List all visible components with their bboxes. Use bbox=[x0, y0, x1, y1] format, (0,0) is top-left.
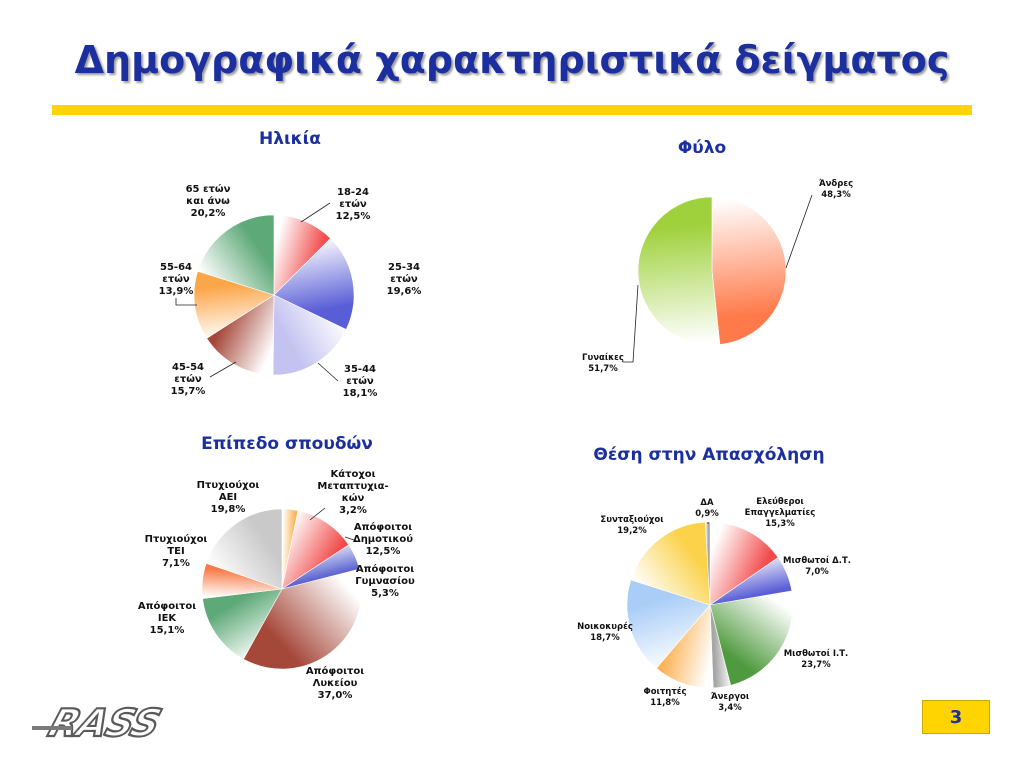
education-slice-label-2: Απόφοιτοι Γυμνασίου 5,3% bbox=[355, 563, 415, 599]
education-pie-chart: Επίπεδο σπουδών Κάτοχοι Μεταπτυχια-κών 3,2%… bbox=[138, 434, 415, 701]
gender-slice-label-1: Γυναίκες 51,7% bbox=[582, 352, 624, 374]
age-slice-1 bbox=[273, 238, 355, 330]
age-leader-line-0 bbox=[300, 202, 331, 223]
gender-slice-label-0: Άνδρες 48,3% bbox=[819, 179, 853, 200]
education-slice-label-1: Απόφοιτοι Δημοτικού 12,5% bbox=[353, 521, 413, 557]
employment-slice-4 bbox=[655, 604, 714, 689]
education-slice-label-4: Απόφοιτοι ΙΕΚ 15,1% bbox=[138, 600, 196, 636]
employment-slice-label-1: Μισθωτοί Δ.Τ. 7,0% bbox=[783, 555, 851, 577]
slide-title: Δημογραφικά χαρακτηριστικά δείγματος bbox=[74, 38, 950, 82]
age-leader-line-4 bbox=[175, 298, 197, 306]
rass-logo-text: RASS bbox=[43, 702, 165, 746]
education-slice-label-0: Κάτοχοι Μεταπτυχια-κών 3,2% bbox=[317, 468, 388, 516]
rass-logo: RASS bbox=[32, 701, 167, 746]
age-slice-label-1: 25-34 ετών 19,6% bbox=[387, 262, 422, 297]
gender-leader-line-1 bbox=[623, 284, 639, 363]
age-leader-line-2 bbox=[317, 362, 339, 382]
age-pie-chart: Ηλικία 18-24 ετών 12,5% 25-34 ετών 19,6% 35-44 ε… bbox=[159, 129, 422, 399]
education-slice-6 bbox=[205, 508, 283, 590]
age-slice-2 bbox=[272, 294, 347, 376]
age-chart-title: Ηλικία bbox=[259, 129, 321, 149]
employment-slice-label-7: ΔΑ 0,9% bbox=[695, 498, 719, 519]
education-slice-1 bbox=[281, 510, 350, 590]
age-slice-label-0: 18-24 ετών 12,5% bbox=[336, 187, 371, 222]
gender-slice-1 bbox=[637, 196, 721, 346]
education-slice-label-5: Πτυχιούχοι ΤΕΙ 7,1% bbox=[145, 533, 208, 569]
age-slice-label-3: 45-54 ετών 15,7% bbox=[171, 362, 206, 397]
page-number: 3 bbox=[949, 706, 963, 728]
employment-pie-chart: Θέση στην Απασχόληση Ελεύθεροι Επαγγελματί… bbox=[577, 445, 851, 713]
gender-slice-0 bbox=[711, 196, 787, 345]
gender-chart-title: Φύλο bbox=[678, 138, 726, 158]
age-slice-label-2: 35-44 ετών 18,1% bbox=[343, 364, 378, 399]
education-chart-title: Επίπεδο σπουδών bbox=[201, 434, 373, 454]
education-slice-3 bbox=[243, 568, 363, 670]
age-slice-label-5: 65 ετών και άνω 20,2% bbox=[186, 183, 231, 219]
age-slice-0 bbox=[273, 214, 331, 296]
age-slice-3 bbox=[206, 294, 275, 376]
employment-slice-6 bbox=[630, 521, 711, 606]
education-slice-4 bbox=[202, 588, 283, 660]
education-slice-label-6: Πτυχιούχοι ΑΕΙ 19,8% bbox=[197, 479, 260, 515]
employment-slice-label-3: Άνεργοι 3,4% bbox=[711, 692, 749, 713]
employment-slice-label-2: Μισθωτοί Ι.Τ. 23,7% bbox=[784, 648, 849, 670]
employment-slice-0 bbox=[709, 521, 779, 606]
employment-slice-label-0: Ελεύθεροι Επαγγελματίες 15,3% bbox=[745, 497, 816, 529]
employment-slice-label-4: Φοιτητές 11,8% bbox=[643, 686, 686, 708]
age-leader-line-3 bbox=[209, 361, 237, 378]
page-number-box: 3 bbox=[922, 700, 990, 734]
employment-chart-title: Θέση στην Απασχόληση bbox=[593, 445, 824, 465]
age-slice-5 bbox=[197, 214, 275, 296]
employment-slice-label-6: Συνταξιούχοι 19,2% bbox=[600, 515, 663, 536]
gender-leader-line-0 bbox=[785, 194, 813, 269]
title-underline bbox=[52, 105, 972, 115]
age-slice-label-4: 55-64 ετών 13,9% bbox=[159, 262, 194, 297]
education-leader-line-0 bbox=[309, 507, 326, 521]
employment-slice-label-5: Νοικοκυρές 18,7% bbox=[577, 621, 633, 643]
age-slice-4 bbox=[193, 270, 275, 339]
employment-slice-2 bbox=[709, 590, 794, 686]
gender-pie-chart: Φύλο Άνδρες 48,3% Γυναίκες 51,7% bbox=[582, 138, 853, 374]
education-leader-line-1 bbox=[344, 536, 358, 542]
education-slice-label-3: Απόφοιτοι Λυκείου 37,0% bbox=[306, 665, 364, 701]
employment-slice-5 bbox=[626, 579, 711, 669]
